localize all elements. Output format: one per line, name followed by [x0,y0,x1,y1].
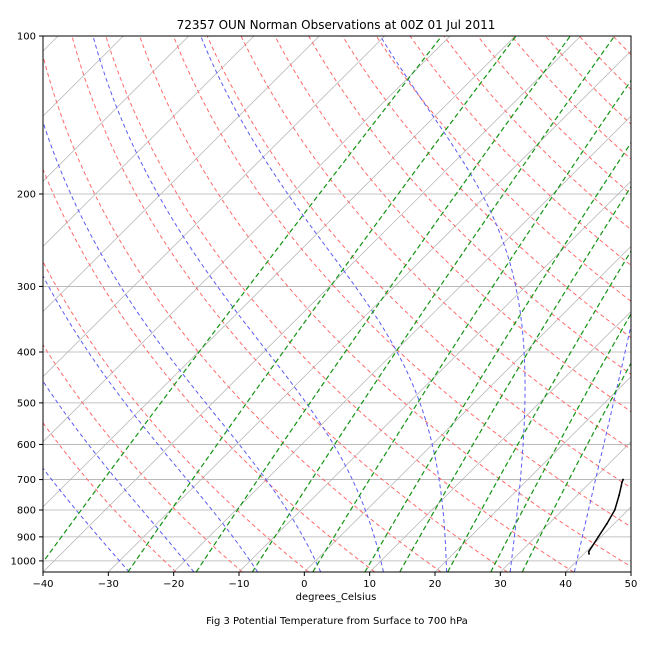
y-tick-label: 700 [17,475,36,486]
y-tick-label: 300 [17,282,36,293]
dry-adiabat-line [43,343,243,572]
mixing-ratio-line [364,141,631,572]
y-tick-label: 200 [17,190,36,201]
sounding-point [622,478,625,481]
moist-adiabat-line [43,467,130,572]
grid-lines [43,36,631,572]
mixing-ratio-line [399,185,631,572]
dry-adiabat-line [172,36,631,528]
y-tick-label: 500 [17,398,36,409]
isotherm-line [108,50,631,572]
x-tick-label: 50 [625,579,638,590]
sounding-point [597,535,600,538]
moist-adiabat-line [573,322,631,572]
dry-adiabat-line [308,36,631,375]
mixing-ratio-line [521,362,631,572]
sounding-layer [587,478,625,555]
y-tick-label: 1000 [11,556,36,567]
dry-adiabat-line [443,36,631,231]
mixing-ratio-line [195,36,571,572]
mixing-ratio-line [251,36,616,572]
isotherm-line [434,376,631,572]
y-tick-label: 100 [17,32,36,43]
sounding-point [620,485,623,487]
isotherm-line [43,36,385,378]
moist-adiabat-line [92,36,384,572]
sounding-point [588,553,590,555]
isotherm-line [43,36,451,443]
isotherm-line [238,180,631,572]
isotherm-line [173,115,631,572]
mixing-ratio-line [490,312,631,572]
dry-adiabat-line [43,421,177,572]
dry-adiabat-line [342,36,631,339]
x-axis-label: degrees_Celsius [295,592,377,603]
sounding-point [613,509,616,511]
dry-adiabat-line [578,36,631,91]
x-tick-label: 10 [363,579,376,590]
mixing-ratio-line [447,249,631,572]
sounding-point [587,550,590,553]
dry-adiabat-line [105,36,574,572]
mixing-ratio-line [127,36,517,572]
x-tick-label: 20 [429,579,442,590]
moist-adiabat-line [43,120,322,572]
x-tick-label: 40 [559,579,572,590]
dry-adiabat-line [139,36,631,568]
x-tick-label: −20 [163,579,184,590]
y-tick-label: 600 [17,440,36,451]
dry-adiabat-line [477,36,631,195]
isotherm-line [565,506,631,572]
thermo-lines [43,36,631,572]
moist-adiabat-line [43,380,195,572]
y-tick-label: 800 [17,506,36,517]
dry-adiabat-line [409,36,631,266]
x-tick-label: 0 [301,579,307,590]
sounding-point [620,481,623,484]
x-tick-label: −40 [32,579,53,590]
isotherm-line [43,36,516,508]
isotherm-line [43,36,320,312]
figure-caption: Fig 3 Potential Temperature from Surface… [206,616,468,627]
isotherm-line [43,36,255,247]
moist-adiabat-line [200,36,448,572]
axis-ticks: −40 −30 −20 −10 0 10 20 30 40 50 1000 900 800 700 600 5… [11,32,638,591]
x-tick-label: −10 [228,579,249,590]
isotherm-line [43,36,581,572]
y-tick-label: 400 [17,348,36,359]
sounding-temperature-line [587,479,624,555]
dry-adiabat-line [545,36,631,125]
moist-adiabat-line [379,36,526,572]
moist-adiabat-line [43,274,259,572]
isotherm-line [630,571,631,572]
dry-adiabat-line [71,36,508,572]
isotherm-line [43,36,59,52]
isotherm-line [43,36,189,182]
x-tick-label: −30 [98,579,119,590]
dry-adiabat-line [274,36,631,413]
dry-adiabat-line [511,36,631,160]
chart-title: 72357 OUN Norman Observations at 00Z 01 … [176,18,496,32]
x-tick-label: 30 [494,579,507,590]
sounding-point [605,522,608,525]
plot-frame [42,35,632,573]
mixing-ratio-line [312,79,631,572]
sounding-point [618,494,620,497]
y-tick-label: 900 [17,532,36,543]
dry-adiabat-line [240,36,631,451]
isotherm-line [369,310,631,572]
dry-adiabat-line [43,260,309,572]
isotherm-line [304,245,631,572]
isotherm-line [500,441,631,572]
